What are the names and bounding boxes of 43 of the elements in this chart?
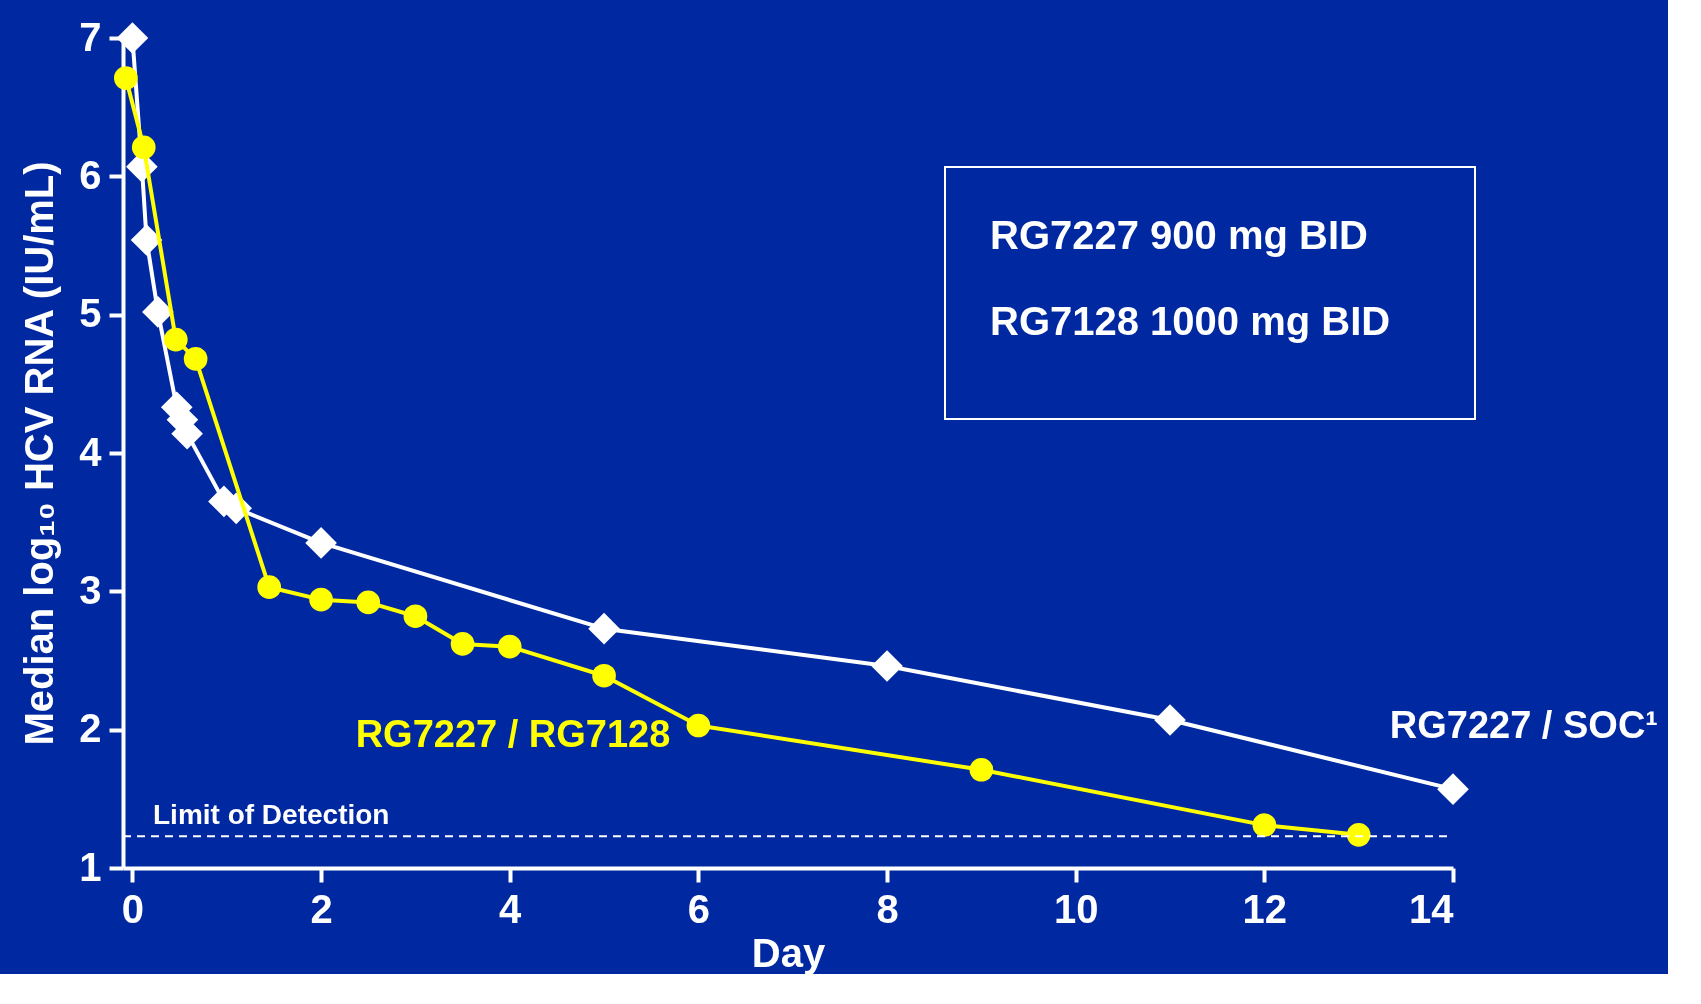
point [969, 757, 994, 782]
y-tick-label: 7 [79, 14, 102, 59]
point [356, 590, 381, 615]
x-tick-label: 6 [687, 886, 711, 931]
y-tick-label: 3 [79, 567, 102, 612]
x-tick-label: 4 [499, 886, 523, 931]
series-label: RG7227 / SOC¹ [1389, 704, 1658, 747]
x-tick-label: 8 [876, 886, 899, 931]
x-tick-label: 10 [1053, 886, 1099, 931]
point [1252, 813, 1277, 837]
point [114, 66, 138, 90]
series-label: RG7227 / RG7128 [355, 712, 671, 755]
y-axis-title: Median log₁₀ HCV RNA (IU/mL) [17, 161, 62, 746]
y-tick-label: 6 [79, 152, 102, 197]
point [131, 135, 156, 160]
point [871, 650, 903, 682]
point [592, 663, 616, 688]
point [588, 612, 620, 645]
x-tick-label: 14 [1409, 886, 1455, 931]
x-tick-label: 0 [121, 886, 145, 931]
point [116, 22, 149, 54]
annotation: RG7128 1000 mg BID [990, 299, 1391, 343]
point [305, 527, 337, 559]
point [130, 224, 163, 256]
point [309, 587, 333, 612]
annotation: RG7227 900 mg BID [990, 213, 1368, 257]
x-tick-label: 2 [310, 886, 333, 931]
y-tick-label: 5 [79, 291, 102, 336]
point [403, 604, 428, 629]
y-tick-label: 1 [79, 844, 102, 889]
point [450, 632, 475, 656]
point [686, 713, 711, 738]
point [183, 347, 208, 371]
point [257, 575, 282, 599]
y-tick-label: 2 [79, 706, 102, 751]
ref-line-label: Limit of Detection [153, 799, 390, 831]
y-tick-label: 4 [79, 429, 103, 474]
point [1154, 704, 1186, 736]
point [1346, 822, 1371, 847]
point [1437, 773, 1469, 805]
x-tick-label: 12 [1242, 886, 1288, 931]
point [163, 327, 188, 352]
point [497, 634, 522, 659]
